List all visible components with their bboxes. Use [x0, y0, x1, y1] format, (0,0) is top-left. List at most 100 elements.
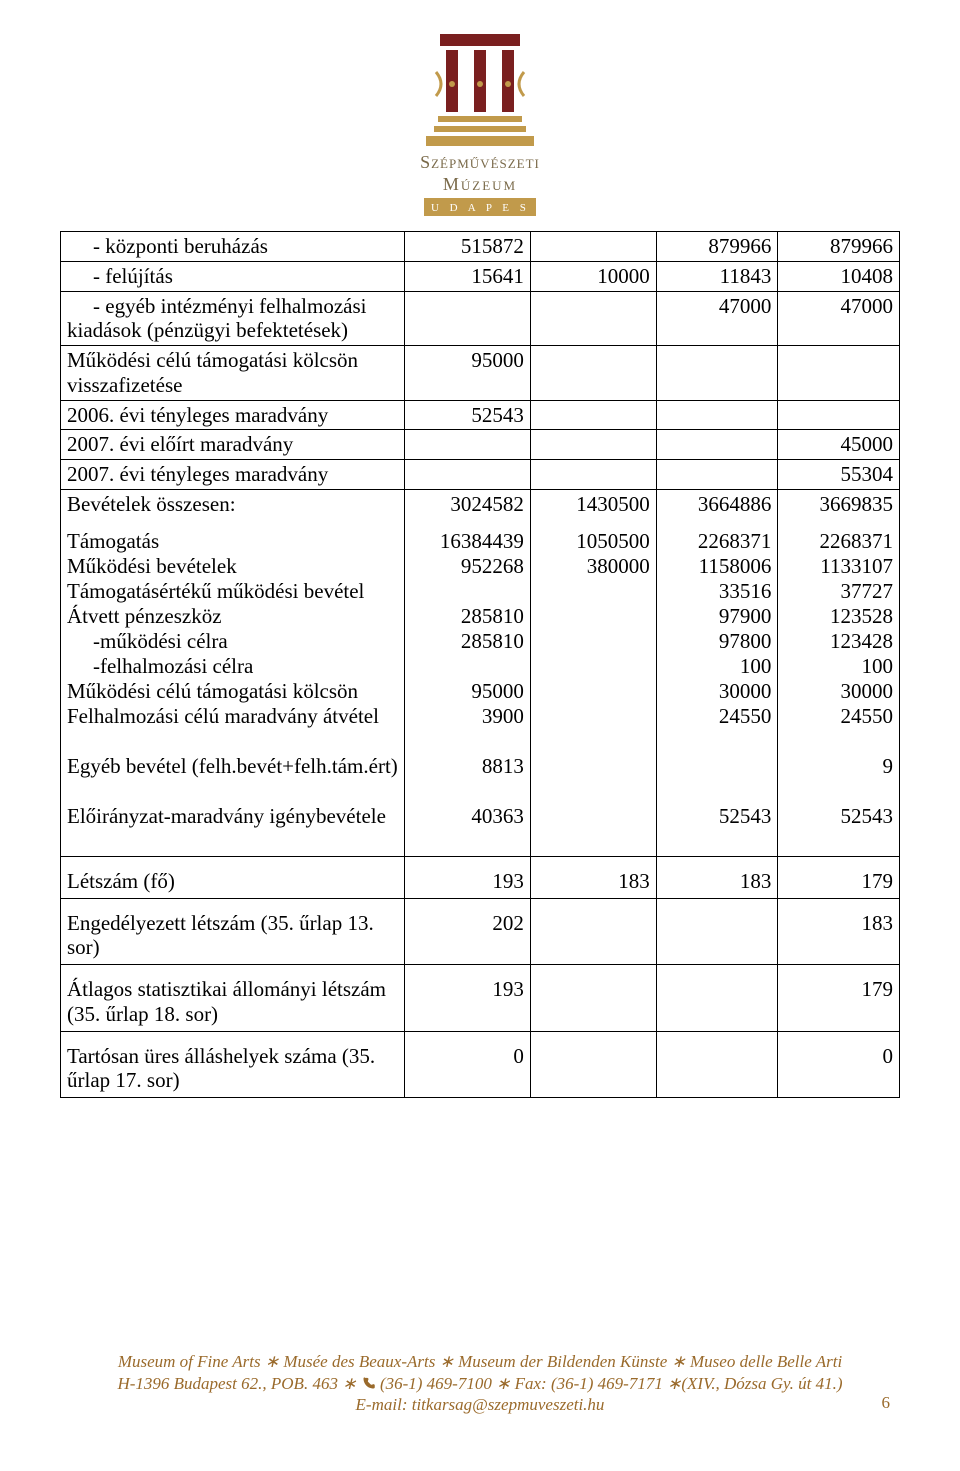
- cell-value: [530, 291, 656, 346]
- cell-value: 202: [405, 898, 531, 965]
- row-label: - központi beruházás: [61, 232, 405, 262]
- cell-value: [656, 430, 778, 460]
- cell-value: [656, 460, 778, 490]
- cell-value: 47000: [656, 291, 778, 346]
- cell-value: [778, 400, 900, 430]
- cell-value: [656, 346, 778, 401]
- cell-value: 183: [778, 898, 900, 965]
- cell-value: 15641: [405, 261, 531, 291]
- table-row: - felújítás15641100001184310408: [61, 261, 900, 291]
- cell-value: [530, 232, 656, 262]
- footer-text: (36-1) 469-7100: [380, 1374, 496, 1393]
- row-label: Létszám (fő): [61, 856, 405, 898]
- cell-value: 179: [778, 965, 900, 1032]
- cell-value: 3669835226837111331073772712352812342810…: [778, 489, 900, 856]
- star-icon: ∗: [496, 1374, 510, 1393]
- cell-value: [405, 460, 531, 490]
- cell-value: 515872: [405, 232, 531, 262]
- page: Szépművészeti Múzeum B U D A P E S T - k…: [0, 0, 960, 1471]
- footer-line-1: Museum of Fine Arts ∗ Musée des Beaux-Ar…: [60, 1351, 900, 1372]
- table-row: 2006. évi tényleges maradvány52543: [61, 400, 900, 430]
- row-label: - felújítás: [61, 261, 405, 291]
- phone-icon: [361, 1376, 376, 1391]
- cell-value: [405, 430, 531, 460]
- cell-value: 193: [405, 856, 531, 898]
- table-row-summary: Bevételek összesen:TámogatásMűködési bev…: [61, 489, 900, 856]
- cell-value: 45000: [778, 430, 900, 460]
- logo-text-bottom: B U D A P E S T: [413, 202, 547, 214]
- header-logo: Szépművészeti Múzeum B U D A P E S T: [60, 20, 900, 225]
- row-label: Működési célú támogatási kölcsön visszaf…: [61, 346, 405, 401]
- table-row: Tartósan üres álláshelyek száma (35. űrl…: [61, 1031, 900, 1098]
- table-row: 2007. évi előírt maradvány 45000: [61, 430, 900, 460]
- row-label: 2007. évi tényleges maradvány: [61, 460, 405, 490]
- row-label: - egyéb intézményi felhalmozási kiadások…: [61, 291, 405, 346]
- row-label: 2006. évi tényleges maradvány: [61, 400, 405, 430]
- cell-value: 10408: [778, 261, 900, 291]
- cell-value: 52543: [405, 400, 531, 430]
- museum-logo-icon: Szépművészeti Múzeum B U D A P E S T: [380, 20, 580, 220]
- table-row: - egyéb intézményi felhalmozási kiadások…: [61, 291, 900, 346]
- page-footer: Museum of Fine Arts ∗ Musée des Beaux-Ar…: [0, 1351, 960, 1415]
- cell-value: 183: [530, 856, 656, 898]
- star-icon: ∗: [672, 1352, 686, 1371]
- row-label: 2007. évi előírt maradvány: [61, 430, 405, 460]
- footer-text: (XIV., Dózsa Gy. út 41.): [681, 1374, 842, 1393]
- footer-line-3: E-mail: titkarsag@szepmuveszeti.hu: [60, 1394, 900, 1415]
- cell-value: 95000: [405, 346, 531, 401]
- footer-text: Museum der Bildenden Künste: [454, 1352, 672, 1371]
- cell-value: [530, 898, 656, 965]
- table-row: - központi beruházás515872 879966879966: [61, 232, 900, 262]
- cell-value: 183: [656, 856, 778, 898]
- star-icon: ∗: [342, 1374, 356, 1393]
- cell-value: [656, 965, 778, 1032]
- row-label: Átlagos statisztikai állományi létszám (…: [61, 965, 405, 1032]
- footer-text: H-1396 Budapest 62., POB. 463: [117, 1374, 342, 1393]
- cell-value: [656, 898, 778, 965]
- table-row: Létszám (fő)193183183179: [61, 856, 900, 898]
- table-row: Átlagos statisztikai állományi létszám (…: [61, 965, 900, 1032]
- cell-value: 47000: [778, 291, 900, 346]
- footer-text: Museo delle Belle Arti: [686, 1352, 842, 1371]
- footer-text: Museum of Fine Arts: [118, 1352, 265, 1371]
- logo-text-mid: Múzeum: [443, 174, 517, 194]
- cell-value: 3664886226837111580063351697900978001003…: [656, 489, 778, 856]
- cell-value: [530, 346, 656, 401]
- cell-value: 879966: [778, 232, 900, 262]
- row-label: Engedélyezett létszám (35. űrlap 13. sor…: [61, 898, 405, 965]
- footer-text: Musée des Beaux-Arts: [279, 1352, 440, 1371]
- cell-value: [778, 346, 900, 401]
- cell-value: [656, 400, 778, 430]
- cell-value: [405, 291, 531, 346]
- cell-value: 0: [778, 1031, 900, 1098]
- cell-value: [656, 1031, 778, 1098]
- footer-email: E-mail: titkarsag@szepmuveszeti.hu: [356, 1395, 605, 1414]
- cell-value: 0: [405, 1031, 531, 1098]
- cell-value: 879966: [656, 232, 778, 262]
- footer-text: Fax: (36-1) 469-7171: [510, 1374, 667, 1393]
- cell-value: [530, 460, 656, 490]
- cell-value: 179: [778, 856, 900, 898]
- cell-value: [530, 430, 656, 460]
- star-icon: ∗: [440, 1352, 454, 1371]
- star-icon: ∗: [265, 1352, 279, 1371]
- cell-value: 11843: [656, 261, 778, 291]
- cell-value: 55304: [778, 460, 900, 490]
- financial-table: - központi beruházás515872879966879966- …: [60, 231, 900, 1098]
- table-row: Működési célú támogatási kölcsön visszaf…: [61, 346, 900, 401]
- cell-value: 3024582163844399522682858102858109500039…: [405, 489, 531, 856]
- star-icon: ∗: [667, 1374, 681, 1393]
- table-row: 2007. évi tényleges maradvány 55304: [61, 460, 900, 490]
- page-number: 6: [882, 1393, 891, 1413]
- cell-value: 10000: [530, 261, 656, 291]
- row-label: Tartósan üres álláshelyek száma (35. űrl…: [61, 1031, 405, 1098]
- logo-text-top: Szépművészeti: [420, 152, 540, 172]
- cell-value: [530, 400, 656, 430]
- cell-value: [530, 1031, 656, 1098]
- row-label: Bevételek összesen:TámogatásMűködési bev…: [61, 489, 405, 856]
- cell-value: 14305001050500380000: [530, 489, 656, 856]
- cell-value: [530, 965, 656, 1032]
- footer-line-2: H-1396 Budapest 62., POB. 463 ∗ (36-1) 4…: [60, 1373, 900, 1394]
- cell-value: 193: [405, 965, 531, 1032]
- table-row: Engedélyezett létszám (35. űrlap 13. sor…: [61, 898, 900, 965]
